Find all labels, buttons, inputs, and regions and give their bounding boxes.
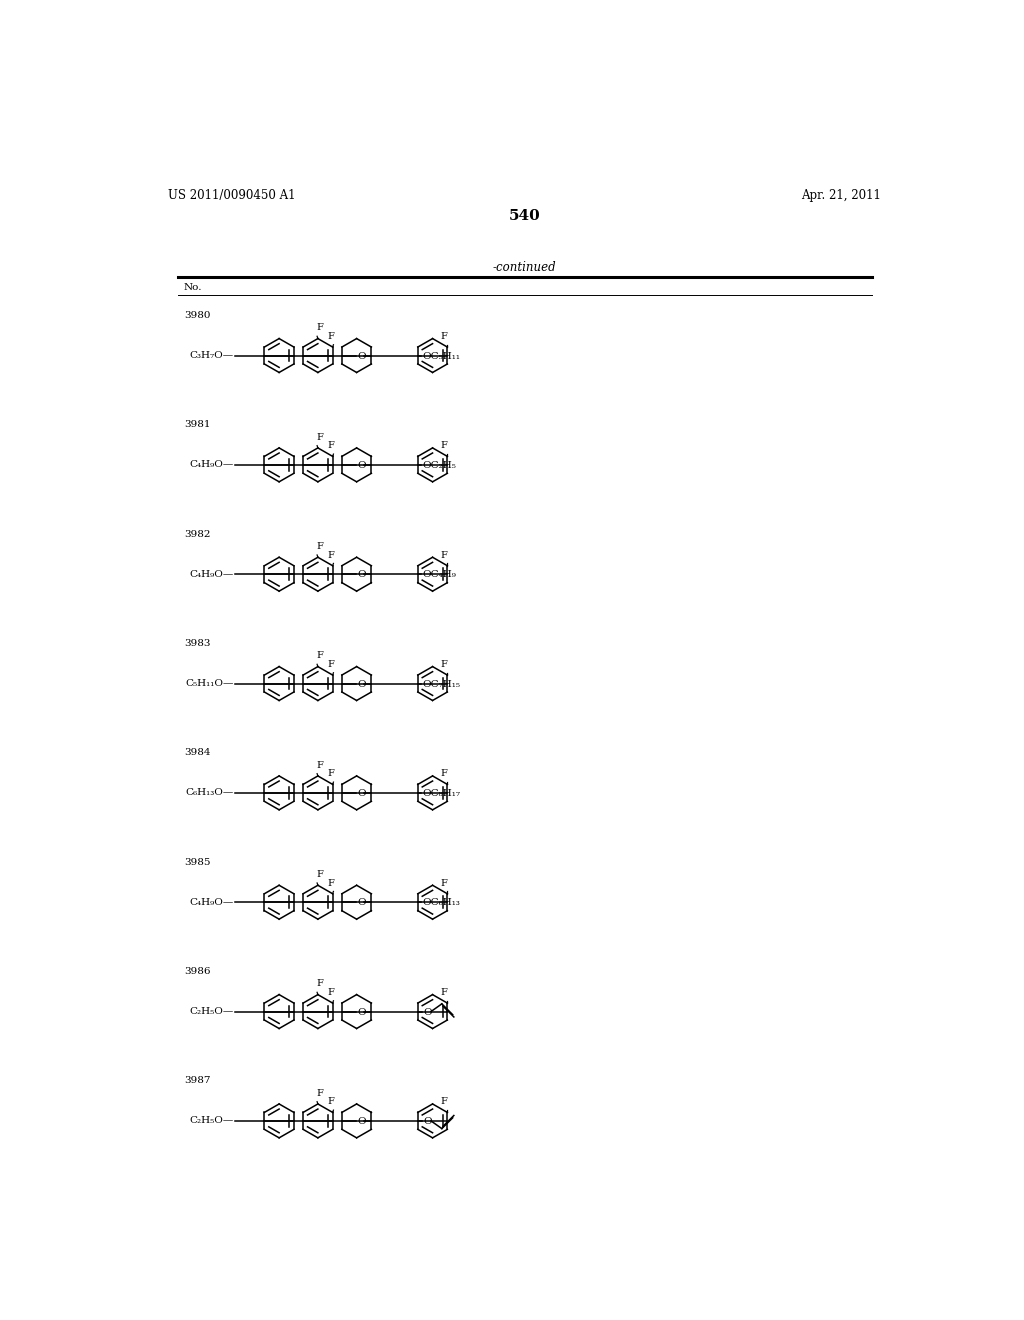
Text: C₄H₉O—: C₄H₉O— xyxy=(189,461,233,470)
Text: OC₅H₁₁: OC₅H₁₁ xyxy=(423,352,461,360)
Text: US 2011/0090450 A1: US 2011/0090450 A1 xyxy=(168,189,296,202)
Text: O: O xyxy=(357,899,366,907)
Text: O: O xyxy=(357,789,366,799)
Text: O: O xyxy=(423,1008,432,1016)
Text: F: F xyxy=(440,331,447,341)
Text: OC₂H₅: OC₂H₅ xyxy=(423,461,457,470)
Text: F: F xyxy=(328,660,335,669)
Text: 3983: 3983 xyxy=(183,639,210,648)
Text: F: F xyxy=(316,543,323,552)
Text: C₂H₅O—: C₂H₅O— xyxy=(189,1007,233,1016)
Text: C₂H₅O—: C₂H₅O— xyxy=(189,1117,233,1126)
Text: F: F xyxy=(440,660,447,669)
Text: O: O xyxy=(357,1117,366,1126)
Text: F: F xyxy=(440,770,447,779)
Text: F: F xyxy=(316,323,323,333)
Text: 3985: 3985 xyxy=(183,858,210,867)
Text: F: F xyxy=(328,1097,335,1106)
Text: F: F xyxy=(440,550,447,560)
Text: C₄H₉O—: C₄H₉O— xyxy=(189,898,233,907)
Text: 3982: 3982 xyxy=(183,529,210,539)
Text: OC₈H₁₇: OC₈H₁₇ xyxy=(423,789,461,799)
Text: 3981: 3981 xyxy=(183,420,210,429)
Text: No.: No. xyxy=(183,284,203,292)
Text: F: F xyxy=(316,1089,323,1098)
Text: O: O xyxy=(357,352,366,360)
Text: F: F xyxy=(316,870,323,879)
Text: F: F xyxy=(440,441,447,450)
Text: F: F xyxy=(328,550,335,560)
Text: 3987: 3987 xyxy=(183,1076,210,1085)
Text: F: F xyxy=(316,979,323,989)
Text: F: F xyxy=(328,770,335,779)
Text: F: F xyxy=(316,652,323,660)
Text: 3984: 3984 xyxy=(183,748,210,758)
Text: -continued: -continued xyxy=(493,261,557,275)
Text: O: O xyxy=(357,680,366,689)
Text: OC₇H₁₅: OC₇H₁₅ xyxy=(423,680,461,689)
Text: 3986: 3986 xyxy=(183,968,210,975)
Text: O: O xyxy=(357,570,366,579)
Text: C₄H₉O—: C₄H₉O— xyxy=(189,570,233,578)
Text: F: F xyxy=(328,879,335,887)
Text: OC₄H₉: OC₄H₉ xyxy=(423,570,457,579)
Text: F: F xyxy=(316,433,323,442)
Text: F: F xyxy=(328,441,335,450)
Text: F: F xyxy=(328,987,335,997)
Text: 540: 540 xyxy=(509,209,541,223)
Text: O: O xyxy=(357,461,366,470)
Text: Apr. 21, 2011: Apr. 21, 2011 xyxy=(802,189,882,202)
Text: F: F xyxy=(440,879,447,887)
Text: F: F xyxy=(440,1097,447,1106)
Text: F: F xyxy=(328,331,335,341)
Text: 3980: 3980 xyxy=(183,312,210,319)
Text: F: F xyxy=(316,760,323,770)
Text: O: O xyxy=(423,1117,432,1126)
Text: C₆H₁₃O—: C₆H₁₃O— xyxy=(185,788,233,797)
Text: F: F xyxy=(440,987,447,997)
Text: C₅H₁₁O—: C₅H₁₁O— xyxy=(185,678,233,688)
Text: O: O xyxy=(357,1008,366,1016)
Text: C₃H₇O—: C₃H₇O— xyxy=(189,351,233,360)
Text: OC₆H₁₃: OC₆H₁₃ xyxy=(423,899,461,907)
